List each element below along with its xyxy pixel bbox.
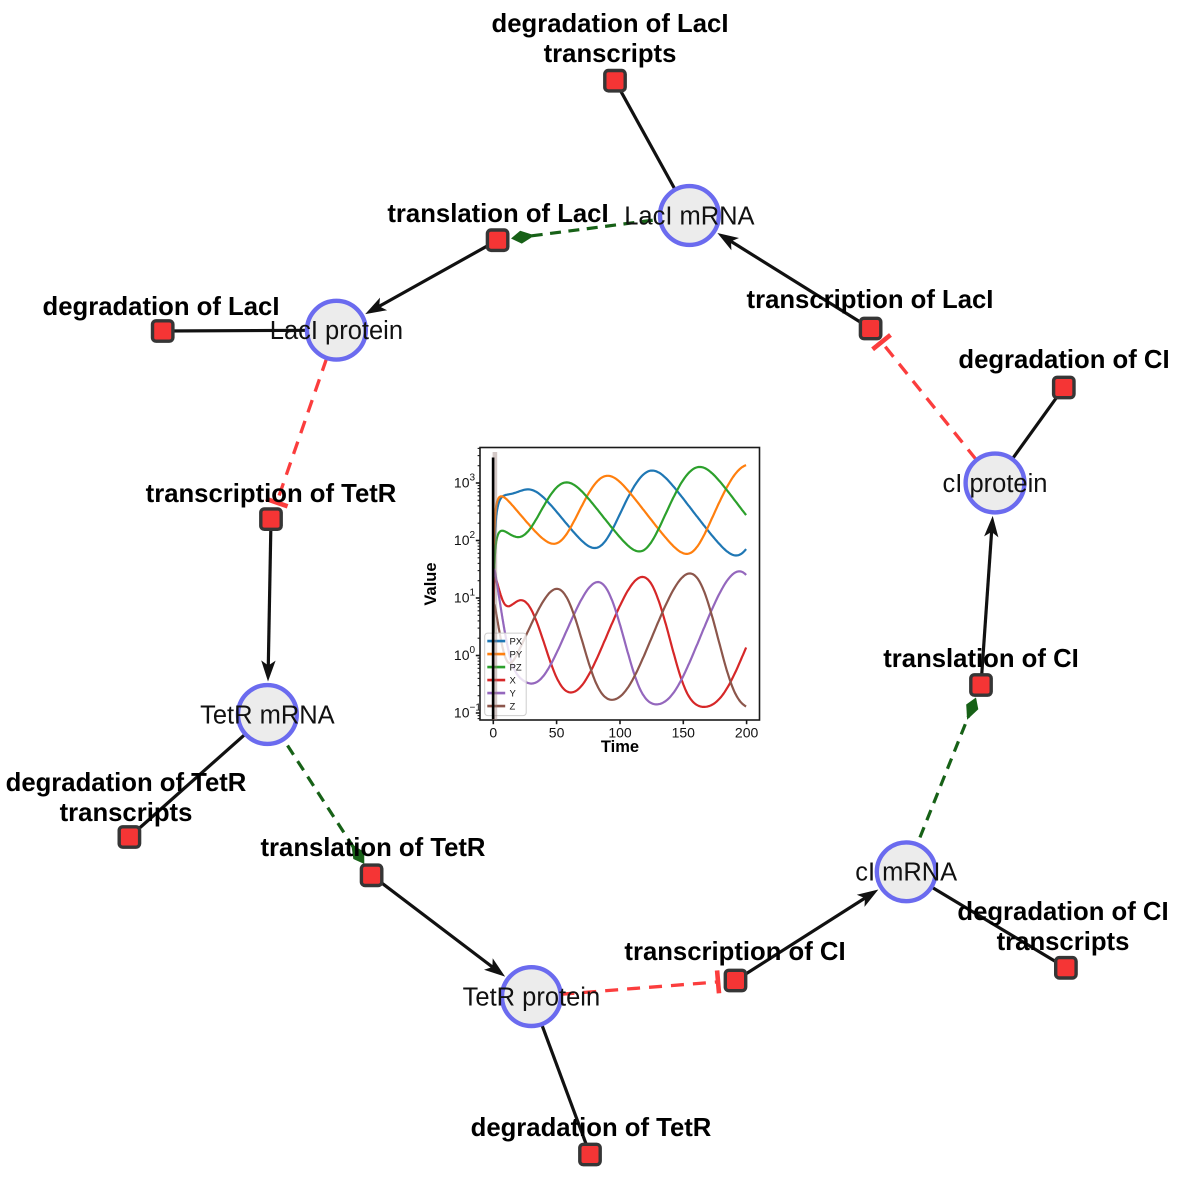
svg-text:2: 2 [470,530,476,541]
svg-text:transcription of LacI: transcription of LacI [747,286,994,314]
svg-text:0: 0 [489,725,497,741]
svg-text:degradation of LacI: degradation of LacI [492,10,729,38]
svg-text:LacI mRNA: LacI mRNA [624,202,754,230]
svg-text:cI protein: cI protein [943,470,1048,498]
svg-text:1: 1 [470,588,476,599]
svg-text:degradation of CI: degradation of CI [958,346,1169,374]
svg-text:0: 0 [470,645,476,656]
svg-text:degradation of LacI: degradation of LacI [43,293,280,321]
svg-text:3: 3 [470,473,476,484]
svg-text:translation of CI: translation of CI [883,645,1079,673]
svg-text:100: 100 [608,725,632,741]
svg-text:LacI protein: LacI protein [270,317,403,345]
svg-text:transcripts: transcripts [997,928,1130,956]
svg-text:150: 150 [672,725,696,741]
svg-text:PZ: PZ [510,663,522,674]
svg-text:Z: Z [510,702,516,713]
svg-text:10: 10 [454,705,470,721]
svg-text:Time: Time [601,738,639,756]
svg-text:transcription of TetR: transcription of TetR [146,480,397,508]
svg-text:PY: PY [510,650,523,661]
svg-text:PX: PX [510,637,523,648]
svg-text:transcription of CI: transcription of CI [624,938,845,966]
svg-text:200: 200 [735,725,759,741]
svg-text:transcripts: transcripts [544,40,677,68]
svg-text:translation of TetR: translation of TetR [260,834,485,862]
svg-text:degradation of TetR: degradation of TetR [6,769,247,797]
svg-text:10: 10 [454,647,470,663]
svg-text:Y: Y [510,689,517,700]
svg-text:TetR mRNA: TetR mRNA [200,701,335,729]
svg-text:X: X [510,676,517,687]
svg-text:Value: Value [422,562,440,605]
svg-text:TetR protein: TetR protein [463,983,601,1011]
svg-text:−1: −1 [470,703,482,714]
svg-text:transcripts: transcripts [60,799,193,827]
svg-text:50: 50 [549,725,565,741]
svg-text:10: 10 [454,532,470,548]
svg-text:degradation of TetR: degradation of TetR [471,1114,712,1142]
svg-text:10: 10 [454,475,470,491]
svg-text:degradation of CI: degradation of CI [957,898,1168,926]
svg-text:translation of LacI: translation of LacI [387,200,608,228]
svg-text:cI mRNA: cI mRNA [855,859,957,887]
svg-text:10: 10 [454,590,470,606]
